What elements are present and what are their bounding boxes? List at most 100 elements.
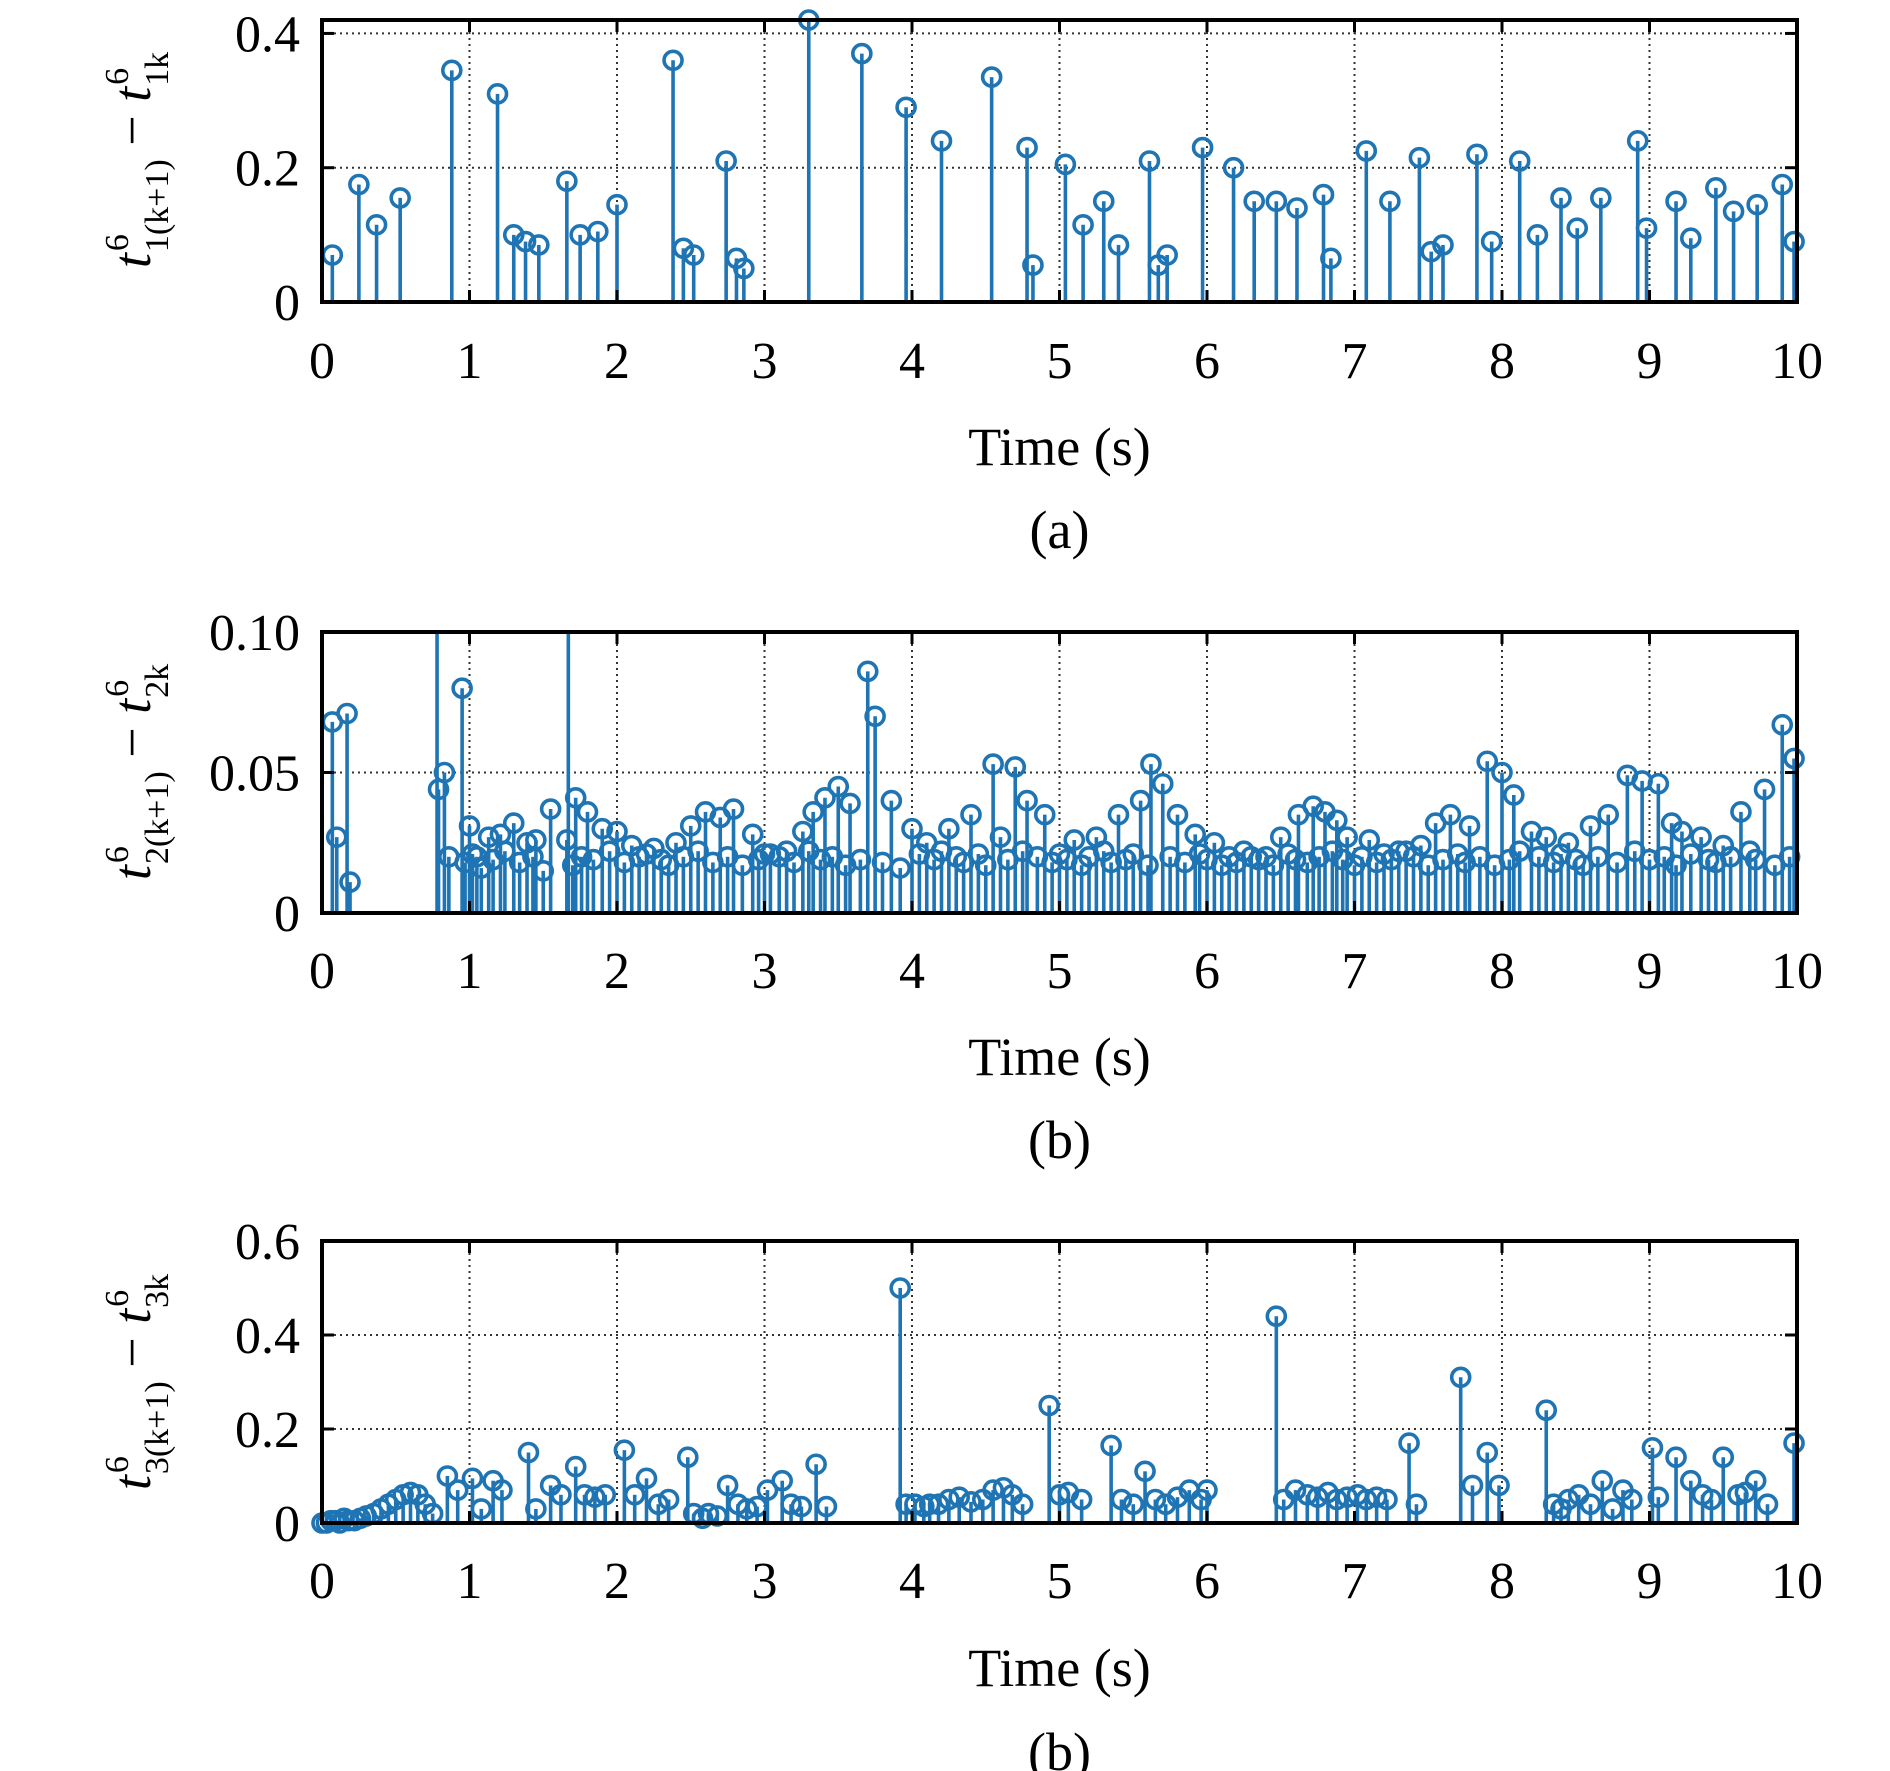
stem-marker [1756,1493,1779,1515]
x-tick-label: 10 [1771,1553,1823,1610]
ylabel-sub: 1k [139,52,176,86]
stem-marker [591,817,614,840]
y-tick-label: 0 [274,275,300,332]
stem-marker [1746,193,1768,216]
stem-marker [1641,1437,1664,1459]
stem-marker [1016,136,1038,159]
x-tick-label: 8 [1489,333,1515,390]
stem-marker [715,150,737,172]
stem-marker [1265,190,1288,213]
stem-marker [960,1491,982,1513]
x-tick-label: 9 [1637,943,1663,1000]
stem-marker [960,803,982,826]
stem-marker [573,1484,596,1506]
stem-marker [576,801,599,823]
y-axis-label: t62(k+1) − t62k [99,664,176,880]
stem-marker [514,230,537,253]
stem-marker [1387,840,1410,862]
stem-marker [1557,831,1580,854]
stem-marker [461,1467,484,1490]
stem-marker [1449,1366,1472,1389]
stem-marker [643,837,665,860]
x-tick-label: 6 [1194,943,1220,1000]
ylabel-sub: 1(k+1) [139,159,176,252]
x-tick-label: 3 [752,943,778,1000]
x-tick-label: 8 [1489,1553,1515,1610]
x-tick-label: 0 [309,333,335,390]
panel-caption: (b) [1028,1110,1091,1170]
stem-marker [440,59,463,82]
stem-marker [1365,1486,1388,1508]
stem-marker [1579,815,1602,837]
stem-marker [1665,190,1687,213]
stem-marker [1196,1479,1218,1501]
y-tick-label: 0 [274,1496,300,1553]
stem-marker [1011,1493,1034,1515]
stem-marker [1783,1432,1805,1454]
stem-marker [1054,153,1077,176]
stem-marker [948,1486,971,1508]
stem-marker [1480,230,1503,253]
stem-marker [1336,826,1358,848]
stem-marker [980,66,1003,88]
stem-marker [805,1453,827,1476]
stem-marker [489,823,512,846]
stem-marker [1191,136,1214,159]
stem-marker [1508,150,1531,172]
stem-marker [502,812,525,834]
stem-marker [1579,1493,1602,1515]
stem-marker [525,1498,547,1520]
stem-marker [775,840,798,862]
stem-marker [491,1479,513,1501]
stem-marker [594,1484,617,1506]
stem-marker [1647,772,1670,795]
stem-marker [904,1493,926,1515]
stem-marker [1730,801,1752,823]
stem-marker [620,834,643,857]
stem-marker [486,83,509,105]
stem-marker [438,845,460,868]
stem-marker [1647,1486,1670,1508]
ylabel-sub: 3(k+1) [139,1381,176,1474]
stem-marker [1712,1446,1735,1468]
ylabel-sub: 3k [139,1274,176,1308]
series-stems [321,9,1805,302]
x-axis-label: Time (s) [968,1638,1151,1698]
stem-marker [915,831,938,854]
series-stems [321,632,1805,913]
stem-marker [747,848,770,871]
stem-marker [1771,713,1794,736]
stem-marker [1398,1432,1420,1454]
stem-marker [1243,190,1265,213]
ylabel-base: t [102,1473,162,1490]
stem-marker [930,130,953,152]
x-tick-label: 10 [1771,943,1823,1000]
stem-marker [1591,1469,1614,1492]
stem-marker [856,660,879,683]
stem-marker [1284,848,1307,871]
stem-marker [570,845,593,868]
stem-marker [1671,820,1693,843]
stem-marker [1269,826,1292,848]
stem-marker [1712,834,1735,857]
y-axis-label: t63(k+1) − t63k [99,1274,176,1490]
ylabel-sub: 2(k+1) [139,771,176,864]
x-tick-label: 1 [457,333,483,390]
stem-marker [814,786,836,809]
stem-marker [1476,750,1499,773]
x-tick-label: 4 [899,943,925,1000]
ylabel-base: t [102,1307,162,1324]
stem-marker [1107,803,1130,826]
x-tick-label: 3 [752,333,778,390]
x-tick-label: 10 [1771,333,1823,390]
stem-marker [1138,150,1161,172]
stem-marker [1476,1441,1499,1464]
stem-marker [780,1493,802,1515]
stem-marker [1151,772,1174,795]
stem-marker [679,815,702,837]
y-tick-label: 0.05 [209,746,300,803]
stem-marker [1265,1305,1288,1327]
stem-marker [1408,146,1431,169]
